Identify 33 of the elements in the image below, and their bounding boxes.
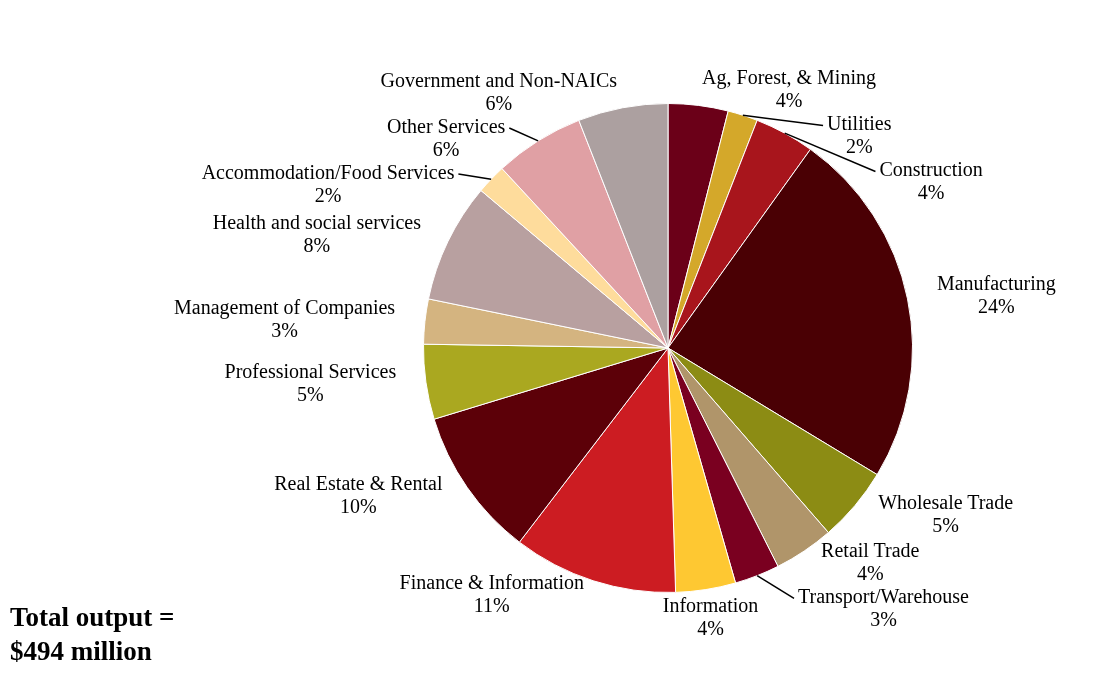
slice-label: Government and Non-NAICs [380, 68, 618, 91]
data-label: 24% [978, 294, 1015, 317]
slice-label: Finance & Information [399, 570, 584, 593]
slice-label: Information [662, 594, 759, 617]
slice-label: Retail Trade [821, 539, 920, 562]
data-label: 4% [856, 562, 884, 585]
data-label: 6% [485, 91, 513, 114]
slice-label: Wholesale Trade [878, 490, 1014, 513]
slice-label: Other Services [386, 114, 506, 137]
slice-label: Accommodation/Food Services [201, 160, 455, 183]
slice-label: Professional Services [224, 359, 397, 382]
data-label: 6% [432, 137, 460, 160]
data-label: 5% [297, 382, 324, 405]
data-label: 5% [932, 513, 959, 536]
slice-label: Health and social services [212, 210, 422, 233]
data-label: 2% [845, 135, 873, 158]
data-label: 3% [870, 608, 897, 631]
slice-label: Construction [879, 158, 983, 181]
slice-label: Manufacturing [936, 271, 1056, 295]
data-label: 10% [339, 494, 377, 517]
data-label: 8% [303, 233, 331, 256]
slice-label: Transport/Warehouse [797, 585, 970, 609]
data-label: 3% [271, 318, 298, 341]
slice-label: Utilities [827, 112, 892, 135]
data-label: 4% [917, 181, 945, 204]
data-label: 4% [697, 617, 724, 640]
data-label: 2% [314, 183, 342, 206]
slice-label: Management of Companies [174, 295, 396, 319]
slice-label: Ag, Forest, & Mining [702, 66, 876, 90]
data-label: 11% [473, 593, 510, 616]
text: Total output = $494 million [10, 601, 175, 666]
data-label: 4% [775, 89, 803, 112]
slice-label: Real Estate & Rental [274, 471, 443, 494]
